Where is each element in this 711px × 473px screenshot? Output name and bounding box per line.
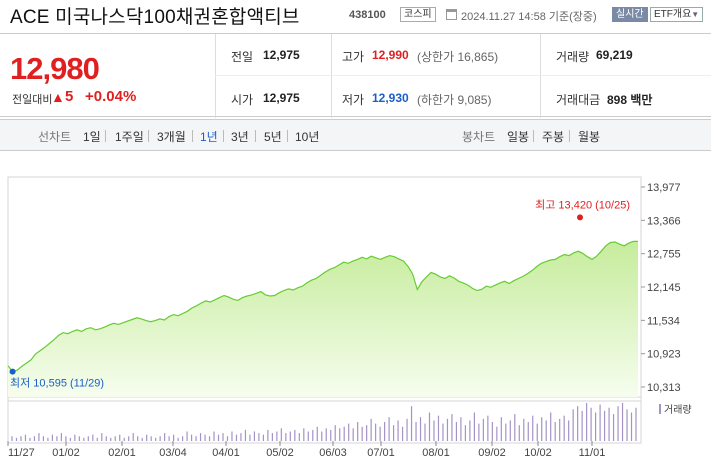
prev-close-label: 전일 <box>231 50 254 64</box>
x-tick-label: 07/01 <box>367 447 395 459</box>
x-tick-label: 02/01 <box>108 447 136 459</box>
x-tick-label: 01/02 <box>52 447 80 459</box>
x-tick-label: 08/01 <box>422 447 450 459</box>
divider <box>533 130 534 142</box>
high-marker <box>577 214 583 221</box>
etf-overview-button[interactable]: ETF개요▼ <box>650 7 704 22</box>
x-tick-label: 10/02 <box>524 447 552 459</box>
chevron-down-icon: ▼ <box>691 10 700 19</box>
etf-code: 438100 <box>349 9 386 21</box>
period-10y[interactable]: 10년 <box>295 130 320 144</box>
divider <box>331 34 332 118</box>
change-value: 5 <box>65 88 74 105</box>
divider <box>255 130 256 142</box>
upper-limit-note: (상한가 16,865) <box>417 50 499 64</box>
divider <box>215 75 711 76</box>
amount-label: 거래대금 <box>556 93 601 107</box>
price-area <box>8 241 638 397</box>
x-tick-label: 11/01 <box>579 447 606 459</box>
candle-daily[interactable]: 일봉 <box>507 130 530 144</box>
divider <box>540 34 541 118</box>
x-tick-label: 04/01 <box>212 447 240 459</box>
lower-limit-note: (하한가 9,085) <box>417 93 492 107</box>
low-annotation: 최저 10,595 (11/29) <box>10 377 104 390</box>
current-price: 12,980 <box>10 51 100 86</box>
divider <box>148 130 149 142</box>
divider <box>192 130 193 142</box>
high-value: 12,990 <box>372 48 409 62</box>
divider <box>569 130 570 142</box>
y-tick-label: 13,366 <box>647 215 681 227</box>
etf-title: ACE 미국나스닥100채권혼합액티브 <box>10 7 300 28</box>
y-tick-label: 12,755 <box>647 249 681 261</box>
change-percent: +0.04% <box>85 88 137 105</box>
market-badge: 코스피 <box>400 7 436 22</box>
low-value: 12,930 <box>372 91 409 105</box>
page-header: ACE 미국나스닥100채권혼합액티브 438100 코스피 2024.11.2… <box>0 0 711 28</box>
price-summary: 12,980 전일대비 ▲ 5 +0.04% 전일 12,975 시가 12,9… <box>0 33 711 118</box>
high-annotation: 최고 13,420 (10/25) <box>535 198 630 211</box>
x-tick-label: 03/04 <box>159 447 187 459</box>
line-chart-label: 선차트 <box>38 130 72 144</box>
realtime-button[interactable]: 실시간 <box>612 7 648 22</box>
x-tick-label: 09/02 <box>478 447 506 459</box>
etf-overview-label: ETF개요 <box>654 9 692 20</box>
period-3y[interactable]: 3년 <box>231 130 249 144</box>
y-tick-label: 13,977 <box>647 182 681 194</box>
period-1d[interactable]: 1일 <box>83 130 101 144</box>
open-label: 시가 <box>231 93 254 107</box>
divider <box>223 130 224 142</box>
volume-value: 69,219 <box>596 48 633 62</box>
period-1y[interactable]: 1년 <box>200 130 218 144</box>
period-1w[interactable]: 1주일 <box>115 130 144 144</box>
x-tick-label: 06/03 <box>319 447 347 459</box>
candle-chart-label: 봉차트 <box>462 130 496 144</box>
calendar-icon <box>446 9 457 20</box>
volume-label: 거래량 <box>556 50 590 64</box>
divider <box>287 130 288 142</box>
price-line <box>7 240 638 373</box>
amount-value: 898 백만 <box>607 93 653 107</box>
candle-monthly[interactable]: 월봉 <box>578 130 601 144</box>
volume-legend-swatch <box>659 404 661 414</box>
x-tick-label: 05/02 <box>266 447 294 459</box>
prev-close-value: 12,975 <box>263 48 300 62</box>
volume-legend-label: 거래량 <box>664 404 692 416</box>
datetime-label: 2024.11.27 14:58 기준(장중) <box>461 11 597 23</box>
chart-frame <box>7 176 642 402</box>
divider <box>215 34 216 118</box>
x-tick-label: 11/27 <box>8 447 35 459</box>
chart-period-bar: 선차트 1일 1주일 3개월 1년 3년 5년 10년 봉차트 일봉 주봉 월봉 <box>0 119 711 151</box>
period-3m[interactable]: 3개월 <box>157 130 186 144</box>
period-5y[interactable]: 5년 <box>264 130 282 144</box>
up-arrow-icon: ▲ <box>51 89 65 105</box>
high-label: 고가 <box>342 50 365 64</box>
y-tick-label: 12,145 <box>647 282 681 294</box>
low-label: 저가 <box>342 93 365 107</box>
y-tick-label: 10,923 <box>647 349 681 361</box>
change-label: 전일대비 <box>12 94 53 106</box>
low-marker <box>9 368 16 375</box>
divider <box>105 130 106 142</box>
y-tick-label: 10,313 <box>647 382 681 394</box>
open-value: 12,975 <box>263 91 300 105</box>
y-tick-label: 11,534 <box>647 315 680 327</box>
price-chart[interactable]: 13,977 13,366 12,755 12,145 11,534 10,923 10,3… <box>0 155 711 473</box>
candle-weekly[interactable]: 주봉 <box>542 130 565 144</box>
